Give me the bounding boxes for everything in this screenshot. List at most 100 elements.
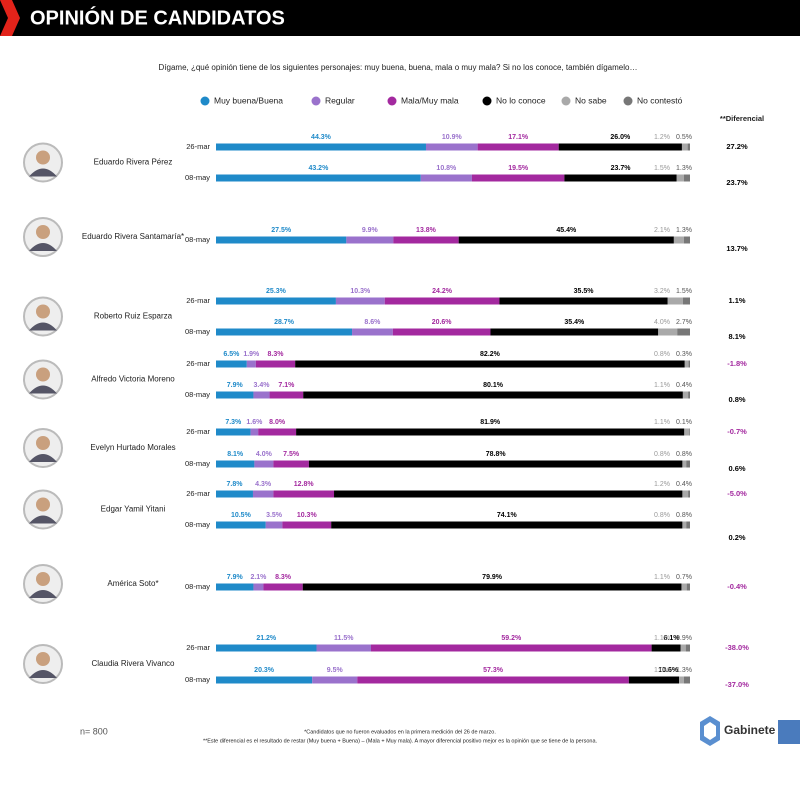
diff-label: 8.1%: [728, 332, 745, 341]
value-label: 7.9%: [227, 382, 244, 389]
value-label: 81.9%: [480, 419, 501, 426]
legend-label: Mala/Muy mala: [401, 95, 459, 105]
bar-segment: [269, 391, 304, 399]
bar-segment: [216, 236, 347, 244]
legend-swatch: [200, 96, 210, 106]
avatar-body: [29, 590, 57, 598]
date-label: 26-mar: [186, 142, 210, 151]
bar-segment: [384, 297, 500, 305]
bar-segment: [252, 490, 274, 498]
value-label: 27.5%: [271, 227, 292, 234]
legend-swatch: [561, 96, 571, 106]
value-label: 1.2%: [654, 481, 670, 488]
value-label: 7.3%: [225, 419, 242, 426]
value-label: 1.1%: [654, 574, 670, 581]
value-label: 2.1%: [654, 227, 670, 234]
avatar-body: [29, 168, 57, 177]
date-label: 08-may: [185, 582, 210, 591]
legend-swatch: [482, 96, 492, 106]
bar-segment: [250, 428, 259, 436]
avatar-head: [36, 367, 50, 382]
avatar-head: [36, 150, 50, 165]
date-label: 08-may: [185, 235, 210, 244]
value-label: 10.9%: [442, 134, 463, 141]
avatar-body: [29, 515, 57, 524]
value-label: 35.5%: [574, 288, 595, 295]
bar-segment: [216, 428, 251, 436]
candidate-name: Edgar Yamil Yitani: [101, 505, 166, 514]
bar-segment: [683, 174, 690, 182]
avatar-body: [29, 385, 57, 394]
candidate-name: Evelyn Hurtado Morales: [90, 443, 175, 452]
value-label: 0.8%: [654, 512, 670, 519]
value-label: 1.6%: [246, 419, 263, 426]
bar-segment: [682, 297, 690, 305]
header-chevron: [0, 0, 20, 36]
bar-segment: [254, 460, 274, 468]
value-label: 4.0%: [256, 451, 273, 458]
bar-segment: [357, 676, 629, 684]
date-label: 08-may: [185, 390, 210, 399]
diff-label: -1.8%: [727, 359, 747, 368]
avatar: [23, 644, 63, 684]
brand-logo: Gabinete: [700, 716, 800, 746]
bar-segment: [216, 328, 353, 336]
value-label: 10.6%: [658, 667, 679, 674]
bar-segment: [679, 676, 684, 684]
sample-size: n= 800: [80, 726, 108, 736]
bar-segment: [302, 583, 682, 591]
bar-segment: [352, 328, 393, 336]
avatar-head: [36, 436, 50, 450]
value-label: 20.3%: [254, 667, 275, 674]
bar-segment: [393, 236, 459, 244]
bar-segment: [688, 391, 690, 399]
value-label: 79.9%: [482, 574, 503, 581]
bar-segment: [216, 490, 253, 498]
bar-segment: [688, 490, 690, 498]
legend-swatch: [387, 96, 397, 106]
bar-segment: [392, 328, 491, 336]
bar-segment: [273, 490, 335, 498]
legend-label: No lo conoce: [496, 95, 546, 105]
bar-segment: [316, 644, 371, 652]
bar-segment: [308, 460, 683, 468]
bar-segment: [216, 521, 266, 529]
value-label: 0.5%: [676, 134, 692, 141]
avatar-head: [36, 304, 50, 319]
value-label: 0.8%: [676, 451, 692, 458]
candidate-name: Alfredo Victoria Moreno: [91, 375, 175, 384]
value-label: 0.4%: [676, 382, 692, 389]
candidate-name: Roberto Ruiz Esparza: [94, 312, 173, 321]
bar-segment: [263, 583, 303, 591]
value-label: 25.3%: [266, 288, 287, 295]
value-label: 7.1%: [278, 382, 295, 389]
bar-segment: [425, 143, 478, 151]
bar-segment: [558, 143, 682, 151]
value-label: 8.1%: [227, 451, 244, 458]
value-label: 0.8%: [676, 512, 692, 519]
value-label: 3.4%: [254, 382, 271, 389]
bar-segment: [686, 460, 690, 468]
legend-label: No sabe: [575, 95, 607, 105]
value-label: 7.9%: [227, 574, 244, 581]
value-label: 26.0%: [610, 134, 631, 141]
avatar: [23, 428, 63, 468]
footnote: *Candidatos que no fueron evaluados en l…: [304, 729, 496, 735]
value-label: 59.2%: [501, 635, 522, 642]
bar-segment: [312, 676, 358, 684]
value-label: 4.0%: [654, 319, 670, 326]
date-label: 26-mar: [186, 296, 210, 305]
avatar: [23, 359, 63, 400]
bar-segment: [667, 297, 683, 305]
bar-segment: [255, 360, 296, 368]
diff-title: **Diferencial: [720, 114, 764, 123]
value-label: 44.3%: [311, 134, 332, 141]
bar-segment: [216, 644, 317, 652]
value-label: 1.2%: [654, 134, 670, 141]
date-label: 08-may: [185, 173, 210, 182]
bar-segment: [684, 428, 690, 436]
value-label: 0.4%: [676, 481, 692, 488]
bar-segment: [682, 391, 689, 399]
value-label: 4.3%: [255, 481, 272, 488]
bar-segment: [686, 583, 690, 591]
